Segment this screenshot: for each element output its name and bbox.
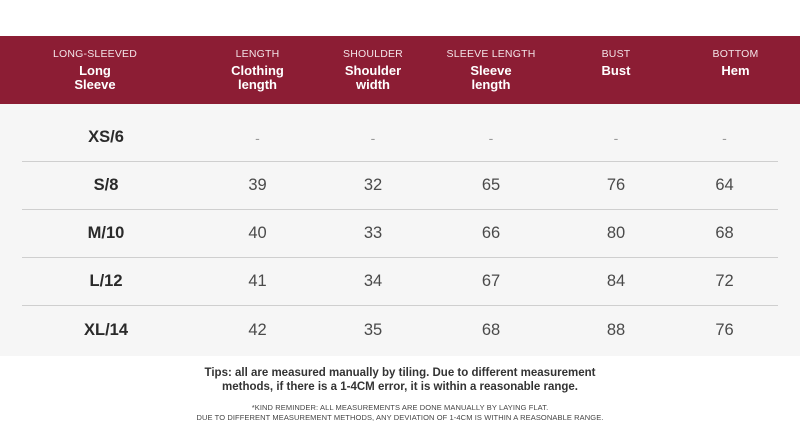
value-cell: -: [613, 129, 619, 146]
header-shoulder-column: SHOULDER Shoulder width: [325, 36, 421, 104]
value-cell: 42: [248, 320, 267, 339]
value-cell: 80: [606, 224, 626, 242]
header-label: Sleeve length: [470, 63, 512, 92]
value-cell: 40: [248, 224, 267, 242]
size-chart-header: LONG-SLEEVED Long Sleeve LENGTH Clothing…: [0, 36, 800, 104]
header-en-label: BOTTOM: [712, 48, 759, 60]
measurement-tips: Tips: all are measured manually by tilin…: [0, 366, 800, 394]
header-size-column: LONG-SLEEVED Long Sleeve: [0, 36, 190, 104]
header-label: Clothing length: [231, 63, 284, 92]
tips-line: Tips: all are measured manually by tilin…: [204, 367, 596, 379]
value-cell: 68: [715, 224, 734, 242]
header-en-label: LONG-SLEEVED: [52, 48, 138, 60]
size-cell: XL/14: [83, 320, 129, 339]
header-label: Long Sleeve: [74, 63, 116, 92]
value-cell: 39: [248, 176, 267, 194]
header-label: Bust: [601, 63, 631, 78]
header-bottom-column: BOTTOM Hem: [671, 36, 800, 104]
value-cell: -: [722, 129, 727, 146]
value-cell: 76: [606, 176, 626, 194]
table-row: XL/14 42 35 68 88 76: [22, 306, 778, 354]
value-cell: 67: [481, 272, 501, 290]
kind-reminder: *KIND REMINDER: ALL MEASUREMENTS ARE DON…: [0, 403, 800, 423]
table-row: XS/6 - - - - -: [22, 114, 778, 162]
header-en-label: LENGTH: [235, 48, 280, 60]
size-cell: M/10: [87, 224, 125, 242]
size-cell: S/8: [93, 176, 119, 194]
header-en-label: BUST: [601, 48, 631, 60]
table-row: L/12 41 34 67 84 72: [22, 258, 778, 306]
header-label: Shoulder width: [344, 63, 402, 92]
value-cell: -: [488, 129, 494, 146]
value-cell: 66: [481, 224, 501, 242]
value-cell: 68: [481, 320, 501, 339]
value-cell: 32: [363, 176, 383, 194]
value-cell: 72: [715, 272, 734, 290]
size-chart-table: XS/6 - - - - - S/8 39 32 65 76 64 M/10 4…: [0, 104, 800, 356]
value-cell: 33: [363, 224, 383, 242]
value-cell: 34: [363, 272, 383, 290]
reminder-line: DUE TO DIFFERENT MEASUREMENT METHODS, AN…: [196, 413, 604, 422]
value-cell: 65: [481, 176, 501, 194]
header-sleeve-column: SLEEVE LENGTH Sleeve length: [421, 36, 561, 104]
value-cell: 76: [715, 320, 734, 339]
value-cell: 88: [606, 320, 626, 339]
value-cell: 35: [363, 320, 383, 339]
value-cell: 64: [715, 176, 734, 194]
value-cell: 84: [606, 272, 626, 290]
value-cell: 41: [248, 272, 267, 290]
value-cell: -: [370, 129, 376, 146]
header-label: Hem: [721, 63, 750, 78]
size-cell: L/12: [89, 272, 123, 290]
header-bust-column: BUST Bust: [561, 36, 671, 104]
size-cell: XS/6: [88, 128, 124, 146]
header-length-column: LENGTH Clothing length: [190, 36, 325, 104]
header-en-label: SHOULDER: [343, 48, 403, 60]
value-cell: -: [255, 129, 260, 146]
header-en-label: SLEEVE LENGTH: [446, 48, 536, 60]
tips-line: methods, if there is a 1-4CM error, it i…: [222, 381, 578, 393]
table-row: M/10 40 33 66 80 68: [22, 210, 778, 258]
reminder-line: *KIND REMINDER: ALL MEASUREMENTS ARE DON…: [251, 403, 549, 412]
top-margin: [0, 0, 800, 36]
table-row: S/8 39 32 65 76 64: [22, 162, 778, 210]
